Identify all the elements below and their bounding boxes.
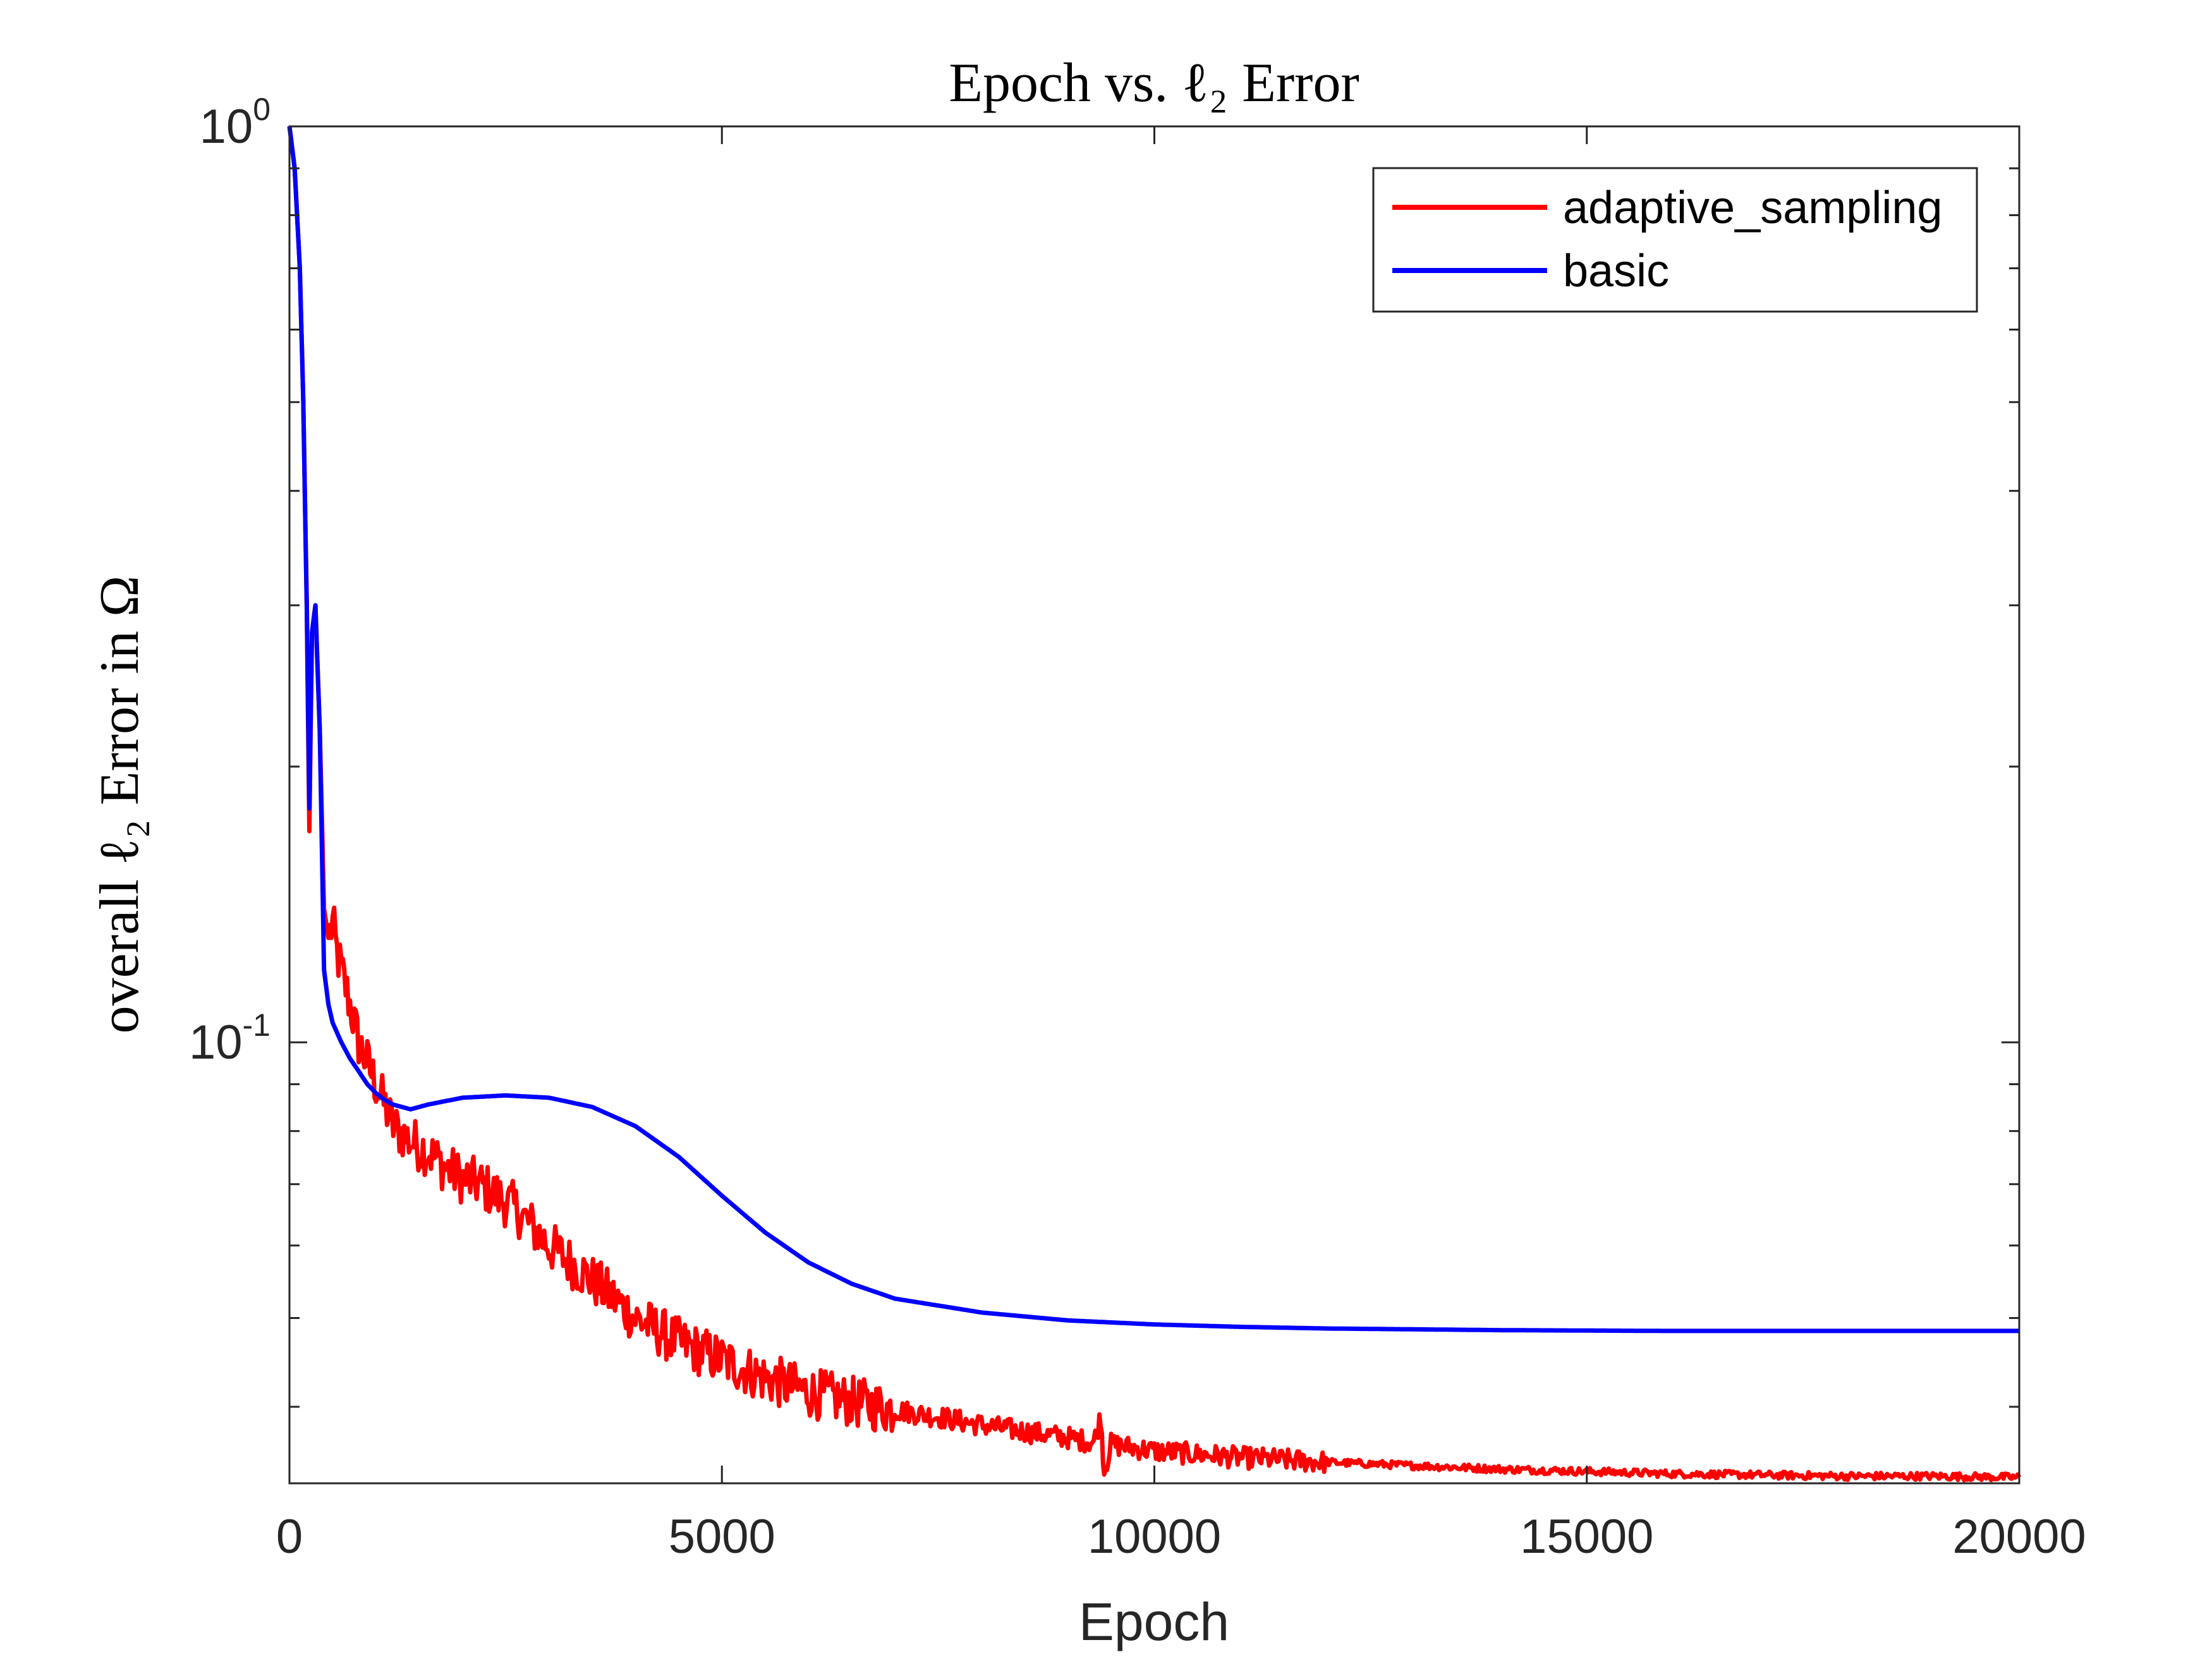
x-axis-label: Epoch (1079, 1592, 1229, 1651)
legend-box (1372, 167, 1978, 313)
x-tick-label: 10000 (1088, 1510, 1221, 1564)
plot-area (289, 126, 2019, 1483)
legend: adaptive_sampling basic (1372, 167, 1978, 313)
x-tick-label: 0 (276, 1510, 303, 1564)
series-line-basic (287, 126, 2020, 1334)
series-line-adaptive-sampling (287, 126, 2022, 1483)
legend-label-adaptive-sampling: adaptive_sampling (1563, 183, 1942, 233)
axis-ticks (288, 125, 2021, 1483)
x-tick-label: 15000 (1520, 1510, 1653, 1564)
x-tick-label: 20000 (1952, 1510, 2086, 1564)
legend-label-basic: basic (1563, 246, 1669, 296)
data-marks (287, 126, 2022, 1483)
chart-title: Epoch vs. ℓ₂ Error (949, 52, 1359, 114)
x-tick-label: 5000 (669, 1510, 775, 1564)
y-axis-label: overall ℓ₂ Error in Ω (89, 576, 150, 1034)
